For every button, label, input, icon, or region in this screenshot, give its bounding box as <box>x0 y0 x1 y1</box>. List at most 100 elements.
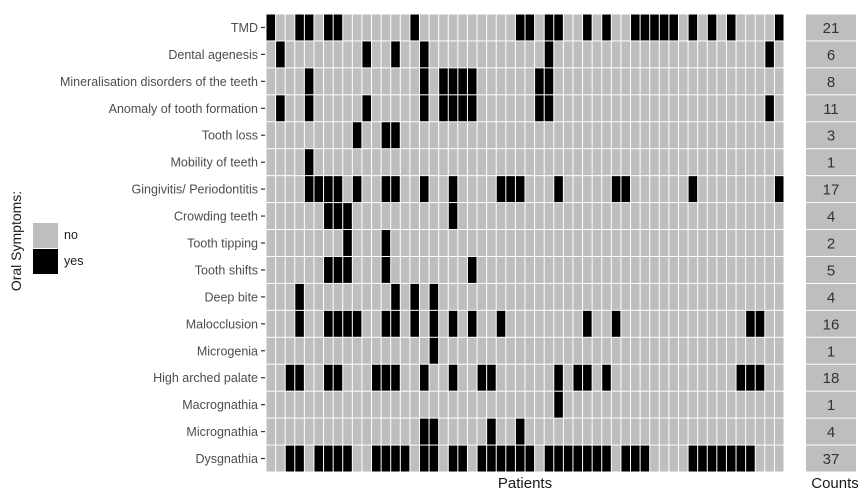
heatmap-cell-no <box>535 391 544 418</box>
heatmap-cell-no <box>276 391 285 418</box>
heatmap-cell-yes <box>631 445 640 472</box>
heatmap-cell-no <box>621 418 631 445</box>
heatmap-cell-no <box>717 364 726 391</box>
heatmap-cell-no <box>314 283 324 310</box>
heatmap-cell-no <box>592 418 602 445</box>
heatmap-cell-no <box>736 230 746 256</box>
heatmap-cell-yes <box>333 445 343 472</box>
heatmap-cell-no <box>439 256 448 283</box>
heatmap-cell-no <box>650 203 659 230</box>
heatmap-cell-no <box>621 95 631 122</box>
heatmap-cell-no <box>688 122 698 149</box>
heatmap-cell-yes <box>583 14 592 41</box>
heatmap-cell-yes <box>448 310 458 337</box>
heatmap-cell-no <box>746 337 755 364</box>
heatmap-cell-no <box>458 418 467 445</box>
heatmap-cell-yes <box>611 310 621 337</box>
heatmap-cell-no <box>333 230 343 256</box>
heatmap-cell-no <box>477 14 487 41</box>
heatmap-cell-yes <box>429 418 439 445</box>
count-label: 16 <box>823 316 840 333</box>
heatmap-cell-no <box>266 176 276 203</box>
heatmap-cell-no <box>400 95 410 122</box>
heatmap-cell-no <box>324 41 333 68</box>
heatmap-cell-yes <box>602 445 611 472</box>
heatmap-cell-no <box>650 391 659 418</box>
heatmap-cell-no <box>678 230 688 256</box>
heatmap-cell-yes <box>707 14 717 41</box>
heatmap-cell-no <box>726 256 736 283</box>
heatmap-cell-no <box>611 364 621 391</box>
heatmap-cell-no <box>669 256 678 283</box>
heatmap-cell-no <box>726 391 736 418</box>
heatmap-cell-no <box>333 122 343 149</box>
heatmap-cell-no <box>276 122 285 149</box>
heatmap-cell-no <box>458 230 467 256</box>
heatmap-cell-no <box>381 337 391 364</box>
heatmap-cell-no <box>295 122 304 149</box>
heatmap-cell-yes <box>439 95 448 122</box>
count-cell <box>806 68 856 95</box>
heatmap-cell-yes <box>525 445 535 472</box>
heatmap-cell-no <box>285 14 295 41</box>
row-label: Macrognathia <box>182 398 258 412</box>
heatmap-cell-no <box>285 391 295 418</box>
heatmap-cell-no <box>698 391 707 418</box>
heatmap-cell-no <box>410 364 419 391</box>
heatmap-cell-no <box>266 203 276 230</box>
heatmap-cell-no <box>477 391 487 418</box>
heatmap-cell-no <box>535 41 544 68</box>
heatmap-cell-no <box>573 337 583 364</box>
heatmap-cell-no <box>726 364 736 391</box>
row-label: Deep bite <box>204 290 258 304</box>
heatmap-cell-no <box>343 176 352 203</box>
heatmap-cell-no <box>304 337 314 364</box>
heatmap-cell-no <box>717 122 726 149</box>
heatmap-cell-no <box>506 337 515 364</box>
heatmap-cell-no <box>343 418 352 445</box>
row-label: Malocclusion <box>186 317 258 331</box>
heatmap-cell-no <box>362 149 372 176</box>
heatmap-cell-no <box>343 149 352 176</box>
heatmap-cell-no <box>266 364 276 391</box>
heatmap-cell-no <box>419 310 429 337</box>
heatmap-cell-no <box>573 230 583 256</box>
heatmap-cell-yes <box>295 283 304 310</box>
heatmap-cell-no <box>659 337 669 364</box>
count-cell <box>806 230 856 256</box>
heatmap-cell-yes <box>391 364 400 391</box>
heatmap-cell-yes <box>515 14 525 41</box>
heatmap-cell-no <box>410 337 419 364</box>
heatmap-cell-no <box>573 310 583 337</box>
heatmap-cell-no <box>774 256 784 283</box>
heatmap-cell-no <box>765 68 774 95</box>
heatmap-cell-no <box>707 256 717 283</box>
heatmap-cell-no <box>631 337 640 364</box>
heatmap-cell-no <box>304 41 314 68</box>
heatmap-cell-no <box>774 95 784 122</box>
heatmap-cell-no <box>285 256 295 283</box>
heatmap-cell-yes <box>640 14 650 41</box>
heatmap-cell-no <box>707 310 717 337</box>
heatmap-cell-no <box>525 310 535 337</box>
heatmap-cell-no <box>669 418 678 445</box>
count-label: 3 <box>827 128 835 145</box>
heatmap-cell-yes <box>419 445 429 472</box>
heatmap-cell-no <box>458 203 467 230</box>
heatmap-cell-no <box>314 41 324 68</box>
heatmap-cell-no <box>362 14 372 41</box>
heatmap-cell-no <box>515 68 525 95</box>
heatmap-cell-yes <box>448 445 458 472</box>
heatmap-cell-yes <box>659 14 669 41</box>
heatmap-cell-no <box>467 41 477 68</box>
heatmap-cell-yes <box>295 364 304 391</box>
count-label: 37 <box>823 451 840 468</box>
heatmap-cell-no <box>324 68 333 95</box>
heatmap-cell-no <box>487 256 496 283</box>
heatmap-cell-no <box>276 149 285 176</box>
heatmap-cell-yes <box>352 176 362 203</box>
heatmap-cell-no <box>631 176 640 203</box>
heatmap-cell-no <box>563 203 573 230</box>
heatmap-cell-no <box>611 391 621 418</box>
heatmap-cell-no <box>352 391 362 418</box>
